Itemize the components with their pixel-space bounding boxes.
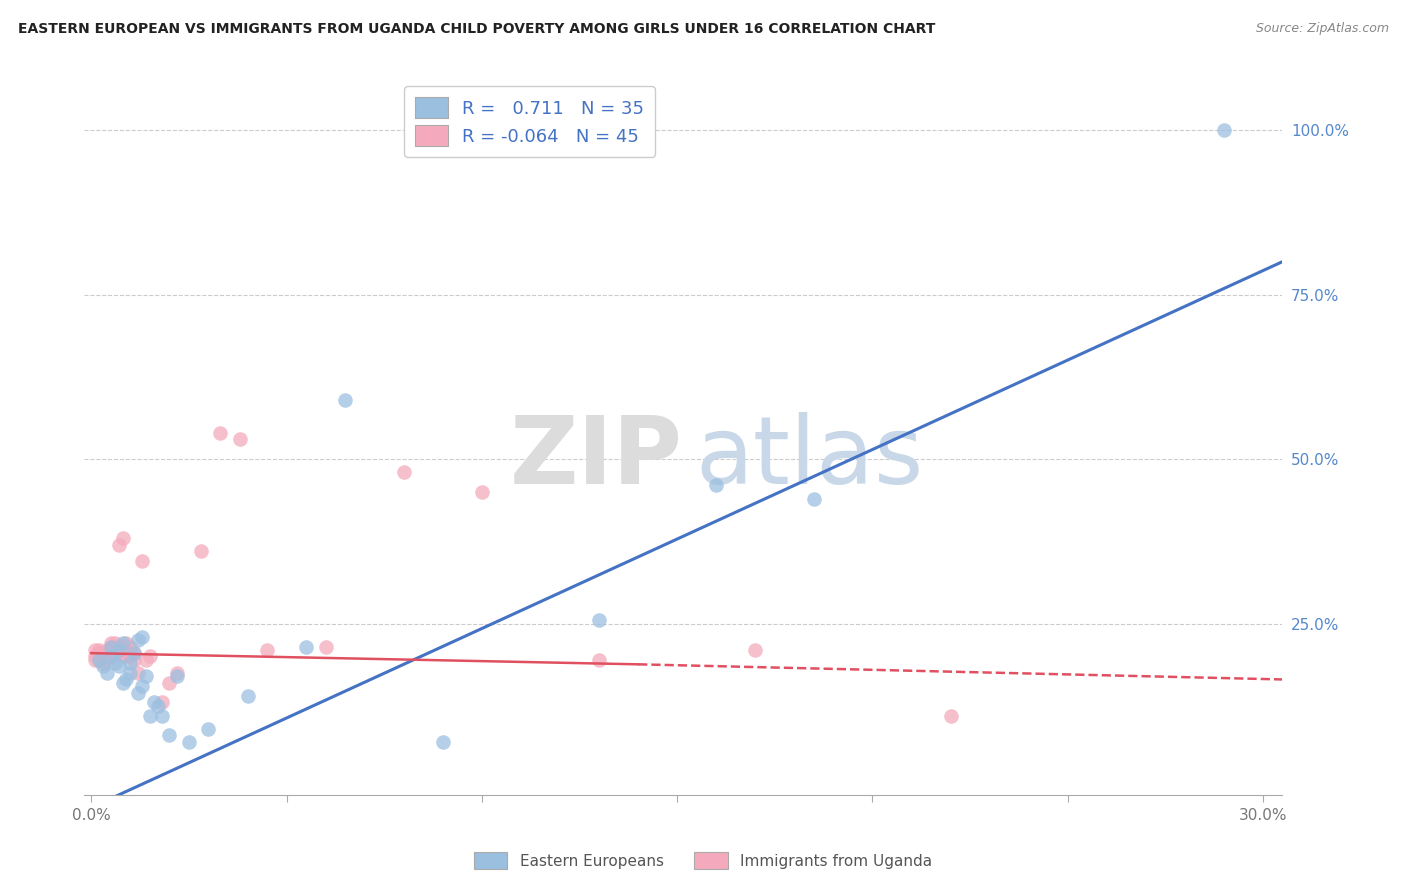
- Point: [96, 643, 118, 657]
- Point: [159, 675, 181, 690]
- Point: [120, 649, 142, 664]
- Point: [135, 653, 157, 667]
- Point: [159, 728, 181, 742]
- Point: [100, 649, 122, 664]
- Point: [139, 649, 162, 664]
- Point: [209, 425, 232, 440]
- Point: [146, 698, 169, 713]
- Point: [91, 656, 114, 670]
- Point: [744, 643, 766, 657]
- Point: [256, 643, 278, 657]
- Point: [197, 722, 219, 736]
- Point: [91, 646, 114, 660]
- Point: [89, 643, 111, 657]
- Point: [315, 640, 337, 654]
- Point: [111, 636, 134, 650]
- Point: [111, 675, 134, 690]
- Point: [107, 640, 129, 654]
- Point: [229, 432, 252, 446]
- Point: [115, 673, 138, 687]
- Text: EASTERN EUROPEAN VS IMMIGRANTS FROM UGANDA CHILD POVERTY AMONG GIRLS UNDER 16 CO: EASTERN EUROPEAN VS IMMIGRANTS FROM UGAN…: [18, 22, 935, 37]
- Point: [111, 531, 134, 545]
- Point: [131, 554, 153, 568]
- Point: [107, 538, 129, 552]
- Point: [96, 653, 118, 667]
- Point: [139, 708, 162, 723]
- Point: [150, 708, 173, 723]
- Point: [471, 485, 494, 500]
- Point: [100, 636, 122, 650]
- Point: [100, 649, 122, 664]
- Point: [104, 643, 127, 657]
- Point: [104, 636, 127, 650]
- Point: [91, 659, 114, 673]
- Point: [124, 646, 146, 660]
- Point: [177, 735, 200, 749]
- Point: [131, 630, 153, 644]
- Point: [127, 665, 149, 680]
- Point: [803, 491, 825, 506]
- Text: atlas: atlas: [695, 411, 924, 503]
- Point: [432, 735, 454, 749]
- Point: [295, 640, 318, 654]
- Point: [150, 696, 173, 710]
- Point: [104, 646, 127, 660]
- Legend: Eastern Europeans, Immigrants from Uganda: Eastern Europeans, Immigrants from Ugand…: [468, 846, 938, 875]
- Point: [127, 632, 149, 647]
- Point: [107, 659, 129, 673]
- Point: [704, 478, 727, 492]
- Point: [335, 392, 357, 407]
- Text: ZIP: ZIP: [510, 411, 683, 503]
- Point: [115, 643, 138, 657]
- Point: [124, 653, 146, 667]
- Point: [107, 643, 129, 657]
- Point: [142, 696, 165, 710]
- Point: [84, 643, 107, 657]
- Point: [115, 649, 138, 664]
- Point: [588, 653, 610, 667]
- Point: [166, 665, 188, 680]
- Point: [588, 613, 610, 627]
- Point: [89, 653, 111, 667]
- Point: [111, 640, 134, 654]
- Point: [131, 679, 153, 693]
- Point: [89, 653, 111, 667]
- Point: [166, 669, 188, 683]
- Point: [135, 669, 157, 683]
- Point: [190, 544, 212, 558]
- Point: [392, 465, 415, 479]
- Text: Source: ZipAtlas.com: Source: ZipAtlas.com: [1256, 22, 1389, 36]
- Point: [100, 640, 122, 654]
- Point: [84, 649, 107, 664]
- Point: [115, 636, 138, 650]
- Point: [89, 646, 111, 660]
- Point: [100, 640, 122, 654]
- Point: [1212, 123, 1234, 137]
- Legend: R =   0.711   N = 35, R = -0.064   N = 45: R = 0.711 N = 35, R = -0.064 N = 45: [405, 87, 655, 157]
- Point: [120, 665, 142, 680]
- Point: [120, 640, 142, 654]
- Point: [124, 646, 146, 660]
- Point: [96, 665, 118, 680]
- Point: [84, 653, 107, 667]
- Point: [120, 656, 142, 670]
- Point: [236, 689, 259, 703]
- Point: [127, 685, 149, 699]
- Point: [104, 656, 127, 670]
- Point: [111, 649, 134, 664]
- Point: [939, 708, 962, 723]
